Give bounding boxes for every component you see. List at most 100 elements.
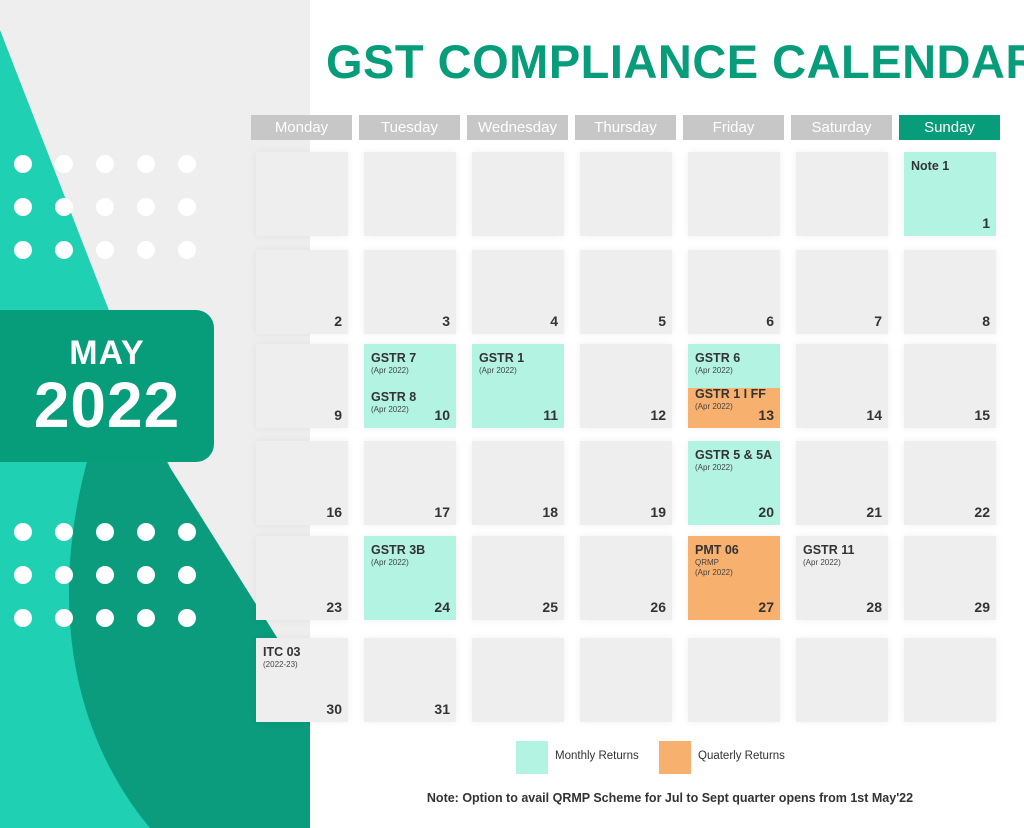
decorative-dot bbox=[178, 609, 196, 627]
legend-label: Quaterly Returns bbox=[698, 750, 785, 762]
day-cell-17: 17 bbox=[364, 441, 456, 525]
day-number: 9 bbox=[334, 407, 342, 423]
decorative-dot bbox=[137, 155, 155, 173]
weekday-header-wednesday: Wednesday bbox=[467, 115, 568, 140]
day-cell-13: GSTR 6 (Apr 2022) GSTR 1 I FF (Apr 2022) 13 bbox=[688, 344, 780, 428]
day-number: 16 bbox=[326, 504, 342, 520]
day-cell-3: 3 bbox=[364, 250, 456, 334]
event-period: (Apr 2022) bbox=[695, 402, 733, 411]
event-name: GSTR 11 bbox=[803, 543, 855, 557]
day-number: 24 bbox=[434, 599, 450, 615]
empty-day-cell bbox=[796, 152, 888, 236]
day-number: 3 bbox=[442, 313, 450, 329]
event-name: GSTR 8 bbox=[371, 390, 417, 404]
day-number: 13 bbox=[758, 407, 774, 423]
decorative-dot bbox=[178, 155, 196, 173]
weekday-header-row: Monday Tuesday Wednesday Thursday Friday Satu… bbox=[251, 115, 1000, 140]
weekday-header-friday: Friday bbox=[683, 115, 784, 140]
day-cell-26: 26 bbox=[580, 536, 672, 620]
event-period: (Apr 2022) bbox=[371, 405, 409, 414]
decorative-dot bbox=[55, 609, 73, 627]
decorative-dot bbox=[137, 609, 155, 627]
compliance-event: GSTR 7 (Apr 2022) bbox=[371, 351, 416, 376]
legend-swatch bbox=[516, 741, 548, 774]
day-number: 14 bbox=[866, 407, 882, 423]
day-number: 31 bbox=[434, 701, 450, 717]
decorative-dot bbox=[55, 523, 73, 541]
decorative-dot bbox=[14, 198, 32, 216]
day-cell-4: 4 bbox=[472, 250, 564, 334]
decorative-dot bbox=[137, 523, 155, 541]
decorative-dot bbox=[178, 198, 196, 216]
empty-day-cell bbox=[688, 638, 780, 722]
badge-year: 2022 bbox=[33, 369, 181, 441]
decorative-dot bbox=[137, 198, 155, 216]
day-cell-7: 7 bbox=[796, 250, 888, 334]
day-number: 20 bbox=[758, 504, 774, 520]
event-period: (Apr 2022) bbox=[479, 366, 517, 375]
page-title: GST COMPLIANCE CALENDAR bbox=[326, 35, 1024, 88]
event-period: QRMP bbox=[695, 558, 719, 567]
day-cell-31: 31 bbox=[364, 638, 456, 722]
dot-grid-bottom bbox=[14, 523, 196, 627]
day-number: 6 bbox=[766, 313, 774, 329]
compliance-event: GSTR 6 (Apr 2022) bbox=[695, 351, 740, 376]
day-number: 21 bbox=[866, 504, 882, 520]
compliance-event: GSTR 3B (Apr 2022) bbox=[371, 543, 425, 568]
day-number: 23 bbox=[326, 599, 342, 615]
decorative-dot bbox=[14, 241, 32, 259]
day-number: 19 bbox=[650, 504, 666, 520]
footer-note: Note: Option to avail QRMP Scheme for Ju… bbox=[426, 791, 914, 805]
day-cell-24: GSTR 3B (Apr 2022) 24 bbox=[364, 536, 456, 620]
compliance-event: GSTR 8 (Apr 2022) bbox=[371, 390, 416, 415]
weekday-header-sunday: Sunday bbox=[899, 115, 1000, 140]
event-name: GSTR 1 I FF bbox=[695, 387, 766, 401]
compliance-event: PMT 06 QRMP (Apr 2022) bbox=[695, 543, 739, 578]
event-name: PMT 06 bbox=[695, 543, 739, 557]
day-number: 7 bbox=[874, 313, 882, 329]
day-number: 11 bbox=[543, 407, 558, 423]
compliance-event: ITC 03 (2022-23) bbox=[263, 645, 301, 670]
event-period: (Apr 2022) bbox=[371, 558, 409, 567]
compliance-event: GSTR 11 (Apr 2022) bbox=[803, 543, 854, 568]
day-cell-12: 12 bbox=[580, 344, 672, 428]
day-cell-28: GSTR 11 (Apr 2022) 28 bbox=[796, 536, 888, 620]
empty-day-cell bbox=[796, 638, 888, 722]
day-number: 15 bbox=[974, 407, 990, 423]
weekday-header-thursday: Thursday bbox=[575, 115, 676, 140]
day-cell-15: 15 bbox=[904, 344, 996, 428]
day-cell-10: GSTR 7 (Apr 2022) GSTR 8 (Apr 2022) 10 bbox=[364, 344, 456, 428]
day-cell-27: PMT 06 QRMP (Apr 2022) 27 bbox=[688, 536, 780, 620]
event-name: Note 1 bbox=[911, 159, 950, 173]
day-cell-19: 19 bbox=[580, 441, 672, 525]
compliance-event: GSTR 1 (Apr 2022) bbox=[479, 351, 524, 376]
empty-day-cell bbox=[904, 638, 996, 722]
day-cell-8: 8 bbox=[904, 250, 996, 334]
compliance-event: GSTR 1 I FF (Apr 2022) bbox=[695, 387, 766, 412]
empty-day-cell bbox=[472, 638, 564, 722]
day-number: 2 bbox=[334, 313, 342, 329]
day-number: 30 bbox=[326, 701, 342, 717]
day-number: 25 bbox=[542, 599, 558, 615]
day-cell-30: ITC 03 (2022-23) 30 bbox=[256, 638, 348, 722]
decorative-dot bbox=[137, 566, 155, 584]
compliance-event: GSTR 5 & 5A (Apr 2022) bbox=[695, 448, 772, 473]
decorative-dot bbox=[96, 609, 114, 627]
day-number: 4 bbox=[550, 313, 558, 329]
legend-swatch bbox=[659, 741, 691, 774]
day-cell-2: 2 bbox=[256, 250, 348, 334]
day-cell-16: 16 bbox=[256, 441, 348, 525]
day-number: 26 bbox=[650, 599, 666, 615]
day-cell-6: 6 bbox=[688, 250, 780, 334]
green-curve-shape bbox=[68, 380, 310, 828]
decorative-dot bbox=[55, 241, 73, 259]
event-name: GSTR 1 bbox=[479, 351, 525, 365]
day-cell-18: 18 bbox=[472, 441, 564, 525]
decorative-dot bbox=[55, 198, 73, 216]
day-number: 27 bbox=[758, 599, 774, 615]
day-number: 8 bbox=[982, 313, 990, 329]
day-number: 1 bbox=[982, 215, 990, 231]
decorative-dot bbox=[55, 566, 73, 584]
day-number: 17 bbox=[434, 504, 450, 520]
decorative-dot bbox=[96, 523, 114, 541]
